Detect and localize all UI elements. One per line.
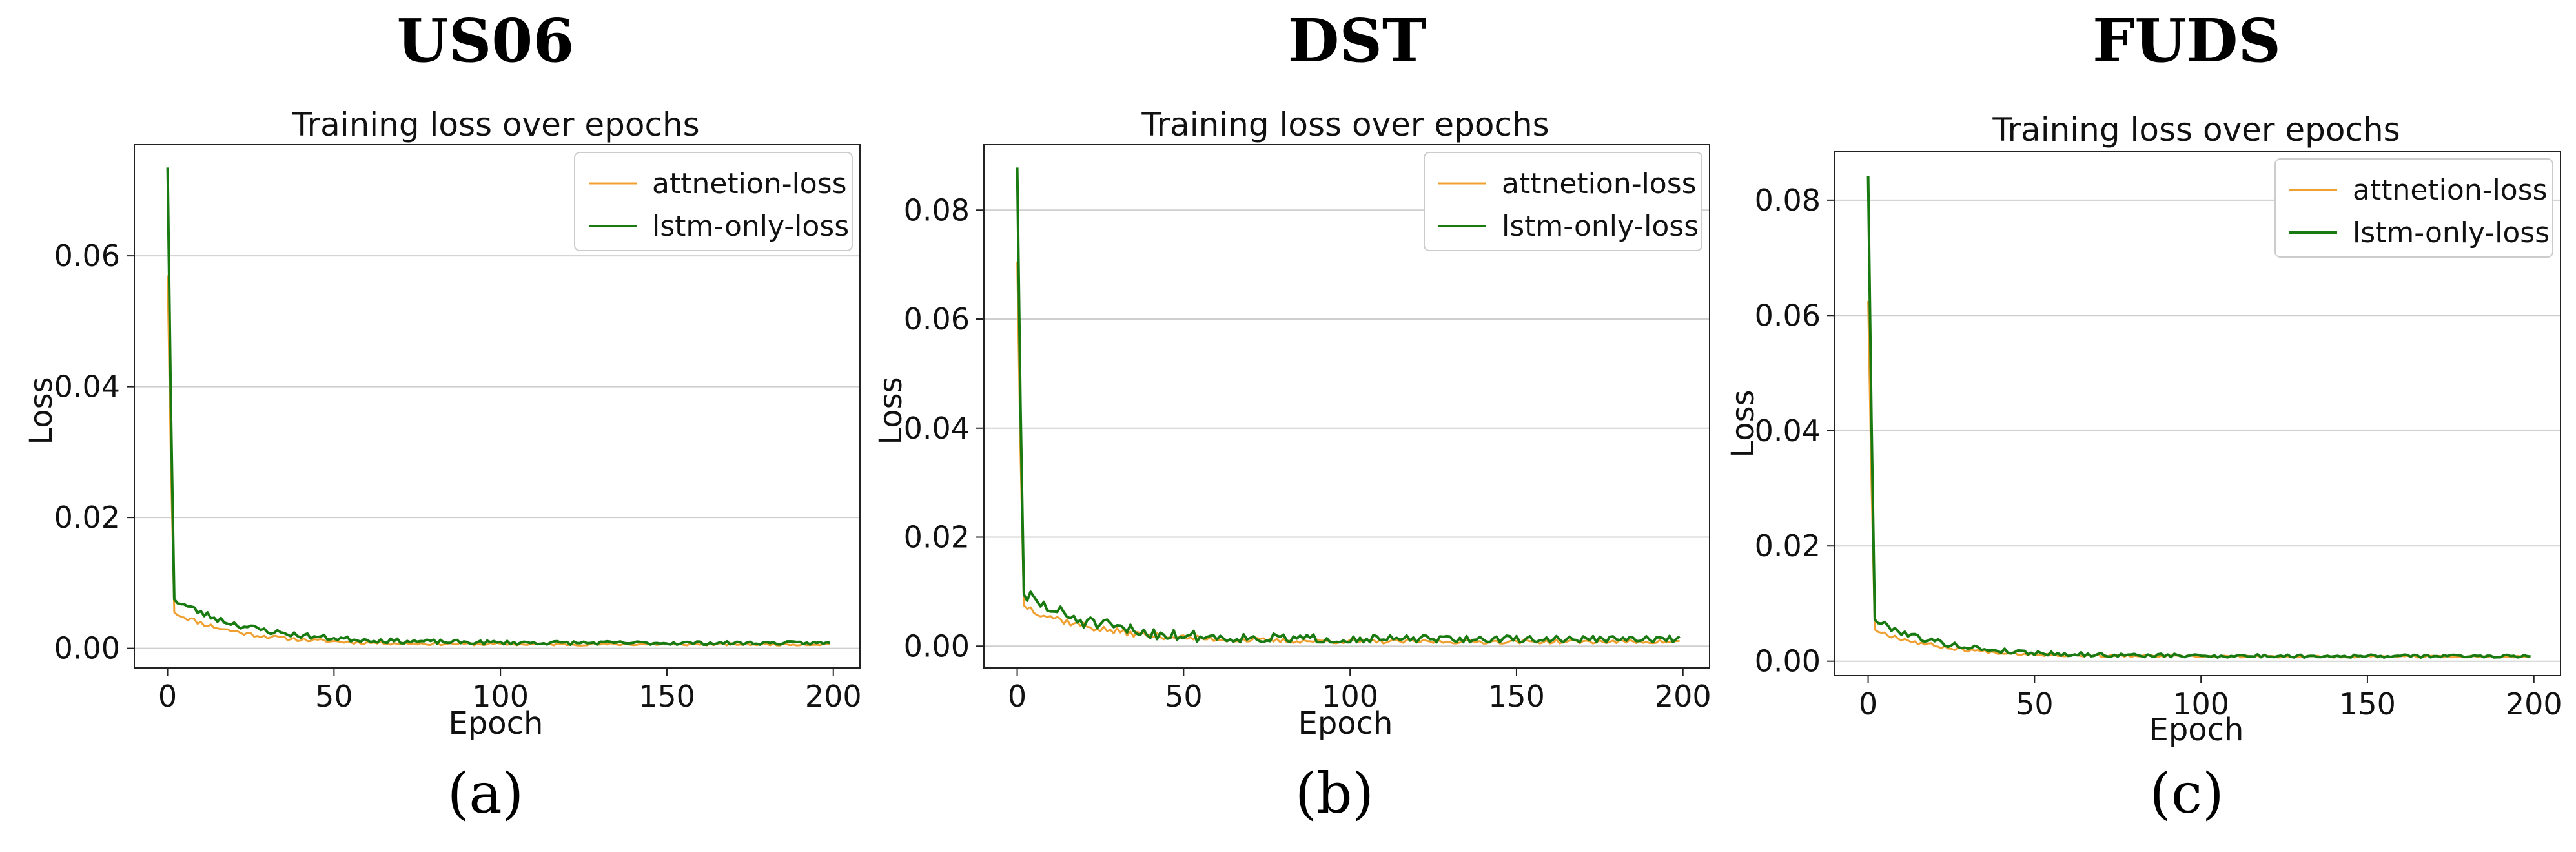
axes-frame: [1834, 151, 2561, 676]
y-tick-label: 0.06: [54, 238, 120, 273]
x-tick-label: 150: [639, 679, 695, 714]
x-axis-label: Epoch: [2149, 712, 2244, 748]
series-line-attnetion-loss: [167, 275, 830, 647]
x-axis-label: Epoch: [449, 705, 544, 742]
legend-label: attnetion-loss: [2353, 174, 2548, 207]
x-tick-label: 0: [1008, 679, 1027, 714]
axes-frame: [134, 144, 861, 669]
series-line-lstm-only-loss: [1866, 176, 2531, 660]
y-tick-label: 0.06: [1755, 298, 1821, 333]
legend-box: [2274, 158, 2553, 258]
y-tick-label: 0.02: [1755, 528, 1821, 563]
x-tick-label: 100: [472, 679, 529, 714]
panel-label: (b): [1295, 762, 1374, 826]
legend-label: attnetion-loss: [652, 167, 847, 200]
y-tick-label: 0.04: [1755, 413, 1821, 448]
plot-area: 0.00 0.02 0.04 0.06 0.08 0 50 100 150 200 attnetio…: [1755, 151, 2562, 722]
axes-frame: [983, 144, 1710, 669]
x-tick-label: 200: [1655, 679, 1712, 714]
y-tick-label: 0.00: [54, 631, 120, 666]
y-axis-label: Loss: [23, 377, 59, 444]
x-tick-label: 200: [2506, 687, 2562, 722]
x-tick-label: 50: [2016, 687, 2054, 722]
plot-area: 0.00 0.02 0.04 0.06 0.08 0 50 100 150 200 attnetio…: [904, 144, 1712, 714]
y-axis-label: Loss: [1725, 390, 1761, 457]
legend-label: lstm-only-loss: [652, 210, 849, 243]
x-tick-label: 150: [1488, 679, 1545, 714]
legend-label: attnetion-loss: [1502, 167, 1697, 200]
legend: attnetion-loss lstm-only-loss: [2274, 158, 2553, 258]
panel-label: (a): [447, 762, 524, 826]
y-tick-label: 0.02: [904, 520, 970, 555]
x-tick-label: 50: [315, 679, 353, 714]
y-tick-label: 0.04: [54, 369, 120, 404]
y-tick-label: 0.08: [1755, 183, 1821, 218]
y-tick-label: 0.06: [904, 302, 970, 337]
legend: attnetion-loss lstm-only-loss: [574, 152, 853, 251]
series-line-attnetion-loss: [1867, 300, 2531, 659]
legend-label: lstm-only-loss: [1502, 210, 1699, 243]
y-tick-label: 0.08: [904, 192, 970, 227]
x-tick-label: 50: [1165, 679, 1203, 714]
x-tick-label: 0: [158, 679, 177, 714]
x-tick-label: 150: [2339, 687, 2396, 722]
y-tick-label: 0.00: [1755, 644, 1821, 679]
legend-box: [1424, 152, 1702, 251]
series-line-attnetion-loss: [1016, 262, 1680, 645]
x-tick-label: 200: [805, 679, 862, 714]
y-tick-label: 0.00: [904, 629, 970, 663]
x-axis-label: Epoch: [1298, 705, 1393, 742]
chart-title: Training loss over epochs: [1992, 111, 2400, 149]
x-tick-label: 0: [1859, 687, 1877, 722]
x-tick-label: 100: [1322, 679, 1378, 714]
panel-dst: DST Training loss over epochs Loss Epoch…: [873, 6, 1712, 826]
x-tick-label: 100: [2172, 687, 2229, 722]
dataset-title: FUDS: [2092, 6, 2281, 76]
panel-fuds: FUDS Training loss over epochs Loss Epoc…: [1725, 6, 2562, 826]
chart-title: Training loss over epochs: [1141, 106, 1549, 143]
y-tick-label: 0.02: [54, 500, 120, 535]
legend-label: lstm-only-loss: [2353, 216, 2550, 249]
legend-box: [574, 152, 853, 251]
y-tick-label: 0.04: [904, 411, 970, 446]
dataset-title: DST: [1288, 6, 1427, 76]
dataset-title: US06: [397, 6, 575, 76]
legend: attnetion-loss lstm-only-loss: [1424, 152, 1702, 251]
chart-title: Training loss over epochs: [291, 106, 699, 143]
y-axis-label: Loss: [873, 377, 909, 444]
series-line-lstm-only-loss: [1016, 167, 1681, 644]
panel-us06: US06 Training loss over epochs Loss Epoc…: [23, 6, 862, 826]
series-line-lstm-only-loss: [166, 167, 830, 647]
panel-label: (c): [2149, 762, 2223, 826]
plot-area: 0.00 0.02 0.04 0.06 0 50 100 150 200 attnetion-lo…: [54, 144, 862, 714]
